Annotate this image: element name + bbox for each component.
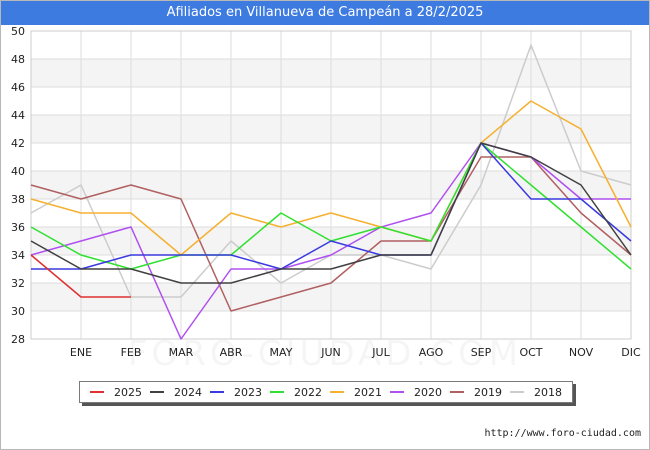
y-tick-label: 36 (11, 221, 25, 234)
legend-swatch (90, 391, 104, 393)
y-tick-label: 44 (11, 109, 25, 122)
legend-item-2020: 2020 (390, 386, 442, 399)
x-tick-label: OCT (519, 346, 542, 359)
x-tick-label: FEB (121, 346, 142, 359)
legend-label: 2024 (174, 385, 202, 399)
legend-label: 2025 (114, 385, 142, 399)
x-tick-label: JUN (320, 346, 341, 359)
y-tick-label: 30 (11, 305, 25, 318)
legend-swatch (330, 391, 344, 393)
series-line-2025 (30, 254, 131, 298)
x-tick-label: JUL (371, 346, 390, 359)
x-tick-label: MAR (169, 346, 194, 359)
source-url: http://www.foro-ciudad.com (484, 428, 641, 439)
y-tick-label: 48 (11, 53, 25, 66)
x-tick-label: MAY (270, 346, 293, 359)
legend-label: 2021 (354, 385, 382, 399)
legend-swatch (510, 391, 524, 393)
series-line-2024 (30, 142, 632, 284)
legend-item-2021: 2021 (330, 386, 382, 399)
legend-label: 2019 (474, 385, 502, 399)
x-tick-label: ENE (70, 346, 92, 359)
x-tick-label: AGO (419, 346, 444, 359)
legend-swatch (210, 391, 224, 393)
x-tick-label: NOV (569, 346, 594, 359)
legend-item-2024: 2024 (150, 386, 202, 399)
x-tick-label: SEP (471, 346, 492, 359)
legend-label: 2018 (534, 385, 562, 399)
legend-item-2019: 2019 (450, 386, 502, 399)
legend-item-2025: 2025 (90, 386, 142, 399)
legend-swatch (150, 391, 164, 393)
y-tick-label: 40 (11, 165, 25, 178)
legend-item-2018: 2018 (510, 386, 562, 399)
legend-label: 2023 (234, 385, 262, 399)
y-tick-label: 28 (11, 333, 25, 346)
y-tick-label: 34 (11, 249, 25, 262)
legend-swatch (390, 391, 404, 393)
legend-item-2022: 2022 (270, 386, 322, 399)
x-tick-label: ABR (220, 346, 243, 359)
y-tick-label: 42 (11, 137, 25, 150)
series-line-2021 (30, 100, 632, 256)
chart-title: Afiliados en Villanueva de Campeán a 28/… (1, 1, 649, 25)
legend-label: 2022 (294, 385, 322, 399)
y-tick-label: 32 (11, 277, 25, 290)
watermark-text: FORO-CIUDAD.COM (1, 334, 649, 374)
y-tick-label: 46 (11, 81, 25, 94)
x-tick-label: DIC (621, 346, 641, 359)
legend-item-2023: 2023 (210, 386, 262, 399)
chart-legend: 2025 2024 2023 2022 2021 2020 2019 2018 (79, 381, 573, 403)
series-line-2023 (31, 142, 632, 270)
legend-swatch (270, 391, 284, 393)
legend-label: 2020 (414, 385, 442, 399)
y-tick-label: 50 (11, 25, 25, 38)
y-tick-label: 38 (11, 193, 25, 206)
legend-swatch (450, 391, 464, 393)
